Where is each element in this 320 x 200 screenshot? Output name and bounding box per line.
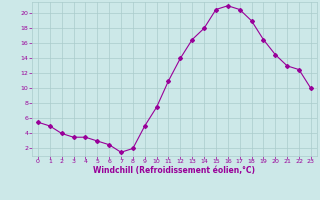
- X-axis label: Windchill (Refroidissement éolien,°C): Windchill (Refroidissement éolien,°C): [93, 166, 255, 175]
